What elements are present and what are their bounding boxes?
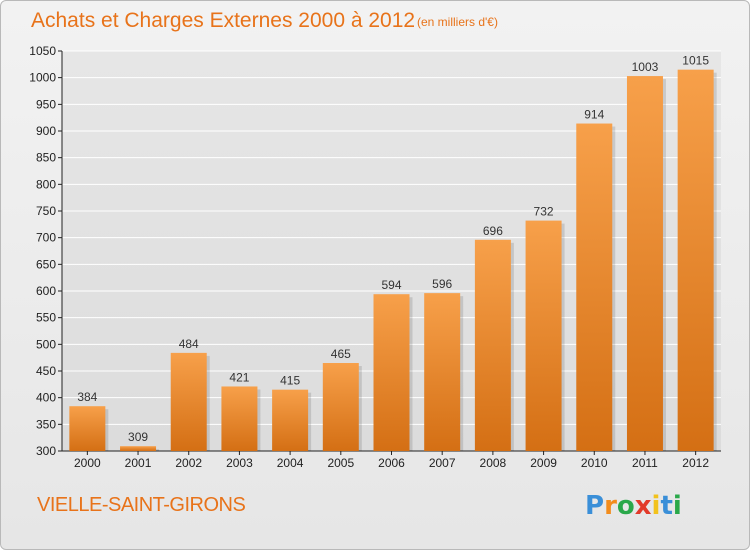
y-tick-label: 950 (36, 97, 56, 111)
y-tick-label: 450 (36, 364, 56, 378)
bar (120, 446, 157, 451)
place-name: VIELLE-SAINT-GIRONS (37, 494, 246, 516)
data-label: 415 (280, 374, 300, 388)
bar (170, 352, 207, 451)
logo-letter: i (672, 491, 682, 521)
chart-unit: (en milliers d'€) (417, 15, 498, 29)
y-tick-label: 750 (36, 204, 56, 218)
logo-letter: x (634, 491, 652, 521)
data-label: 596 (432, 277, 452, 291)
proxiti-logo: Proxiti (585, 491, 682, 521)
logo-letter: t (660, 491, 673, 521)
x-tick-label: 2001 (125, 456, 152, 470)
bar (677, 69, 714, 452)
bar (626, 76, 663, 452)
x-tick-label: 2005 (327, 456, 354, 470)
logo-letter: P (585, 491, 605, 521)
data-label: 914 (584, 108, 604, 122)
bar (525, 220, 562, 451)
y-tick-label: 700 (36, 231, 56, 245)
x-tick-label: 2011 (632, 456, 658, 470)
y-tick-label: 1050 (29, 44, 56, 58)
data-label: 696 (483, 224, 503, 238)
y-tick-label: 850 (36, 151, 56, 165)
data-label: 309 (128, 430, 148, 444)
x-tick-label: 2012 (682, 456, 709, 470)
data-label: 594 (381, 278, 401, 292)
x-tick-label: 2006 (378, 456, 405, 470)
chart-title: Achats et Charges Externes 2000 à 2012 (31, 9, 416, 32)
data-label: 384 (77, 390, 97, 404)
y-tick-label: 1000 (29, 71, 56, 85)
y-tick-label: 550 (36, 311, 56, 325)
y-tick-label: 900 (36, 124, 56, 138)
x-tick-label: 2004 (277, 456, 304, 470)
bar (272, 389, 309, 451)
logo-letter: i (651, 491, 661, 521)
data-label: 1003 (632, 60, 659, 74)
y-tick-label: 400 (36, 391, 56, 405)
bar (373, 294, 410, 451)
x-tick-label: 2008 (480, 456, 507, 470)
x-tick-label: 2000 (74, 456, 101, 470)
x-tick-label: 2003 (226, 456, 253, 470)
bar (322, 363, 359, 451)
data-label: 1015 (682, 54, 709, 68)
data-label: 484 (179, 337, 199, 351)
y-tick-label: 650 (36, 257, 56, 271)
y-tick-label: 600 (36, 284, 56, 298)
x-tick-label: 2009 (530, 456, 557, 470)
bar (474, 239, 511, 451)
data-label: 421 (229, 370, 249, 384)
y-tick-label: 300 (36, 444, 56, 458)
bar (576, 123, 613, 452)
data-label: 465 (331, 347, 351, 361)
bar (424, 293, 461, 451)
x-tick-label: 2010 (581, 456, 608, 470)
y-tick-label: 500 (36, 337, 56, 351)
y-tick-label: 350 (36, 417, 56, 431)
x-tick-label: 2007 (429, 456, 456, 470)
x-tick-label: 2002 (175, 456, 202, 470)
bar (69, 406, 106, 451)
y-tick-label: 800 (36, 177, 56, 191)
data-label: 732 (534, 205, 554, 219)
logo-letter: o (616, 491, 635, 521)
bar-chart: 300 350 400 450 500 550 600 650 700 750 800 850 900 9… (29, 44, 721, 470)
logo-letter: r (604, 491, 617, 521)
bar (221, 386, 258, 451)
